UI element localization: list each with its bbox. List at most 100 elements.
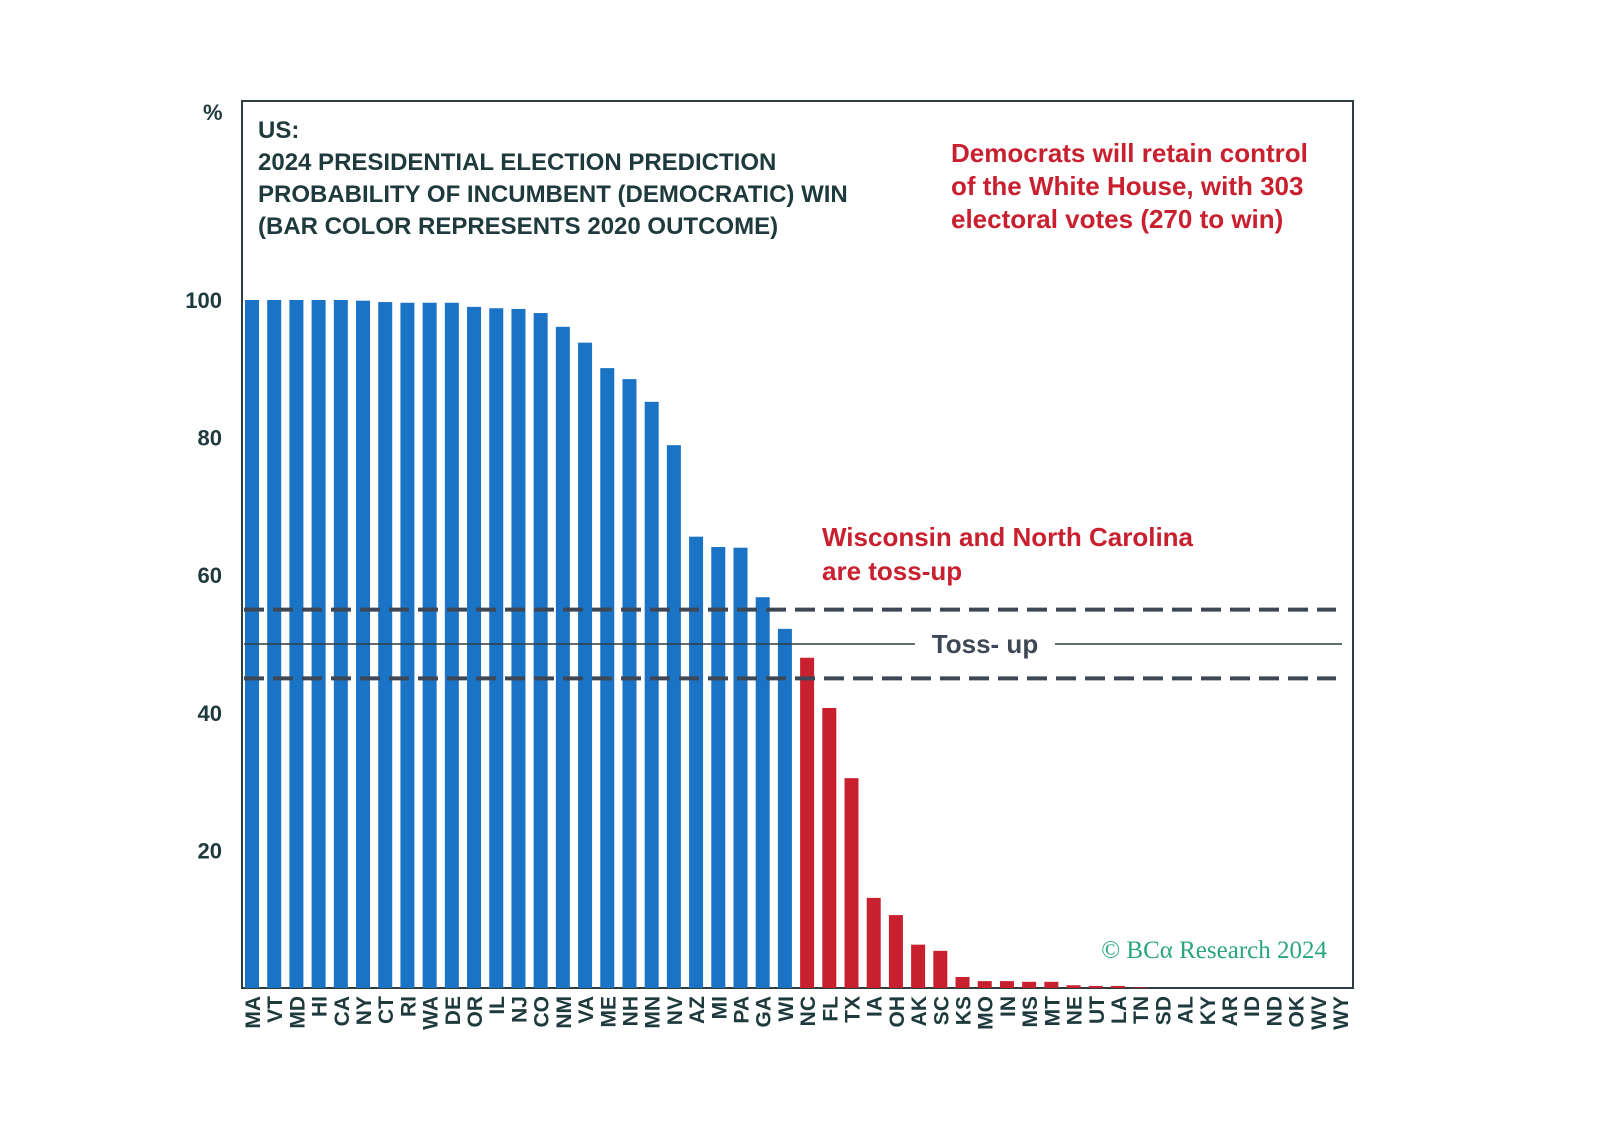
copyright-notice: © BCα Research 2024 bbox=[1101, 937, 1327, 964]
annotation-line: electoral votes (270 to win) bbox=[951, 204, 1283, 234]
bar-va bbox=[578, 342, 593, 988]
x-tick-label: NJ bbox=[508, 996, 531, 1023]
title-line: US: bbox=[258, 117, 299, 144]
bar-ct bbox=[378, 302, 393, 989]
x-tick-label: OK bbox=[1286, 996, 1309, 1028]
x-tick-label: AZ bbox=[686, 996, 709, 1024]
bar-or bbox=[467, 306, 482, 988]
bar-nv bbox=[666, 445, 681, 989]
x-tick-label: NC bbox=[797, 996, 820, 1026]
bar-in bbox=[999, 981, 1014, 988]
bar-fl bbox=[822, 707, 837, 988]
x-tick-label: CT bbox=[375, 996, 398, 1024]
x-tick-label: IA bbox=[864, 996, 887, 1017]
x-tick-label: MT bbox=[1041, 996, 1064, 1026]
y-tick-label: 60 bbox=[198, 563, 222, 588]
bar-tx bbox=[844, 778, 859, 988]
x-tick-label: RI bbox=[397, 996, 420, 1017]
x-tick-label: FL bbox=[819, 996, 842, 1022]
x-tick-label: KY bbox=[1197, 996, 1220, 1025]
annotation-line: are toss-up bbox=[822, 556, 962, 586]
bar-il bbox=[489, 308, 504, 989]
bar-mt bbox=[1044, 981, 1059, 988]
x-tick-label: MA bbox=[242, 996, 265, 1029]
x-tick-label: NH bbox=[619, 996, 642, 1026]
bar-sc bbox=[933, 950, 948, 988]
bar-ri bbox=[400, 302, 415, 988]
x-tick-label: ME bbox=[597, 996, 620, 1028]
x-tick-label: HI bbox=[309, 996, 332, 1017]
title-line: PROBABILITY OF INCUMBENT (DEMOCRATIC) WI… bbox=[258, 181, 848, 208]
x-tick-label: WV bbox=[1308, 996, 1331, 1030]
annotation-toss-up-states: Wisconsin and North Carolina are toss-up bbox=[822, 522, 1194, 586]
x-tick-label: PA bbox=[730, 996, 753, 1024]
plot-frame bbox=[241, 100, 1354, 989]
bar-oh bbox=[888, 915, 903, 988]
bar-mo bbox=[977, 981, 992, 988]
bar-tn bbox=[1133, 987, 1148, 988]
x-tick-label: UT bbox=[1086, 996, 1109, 1024]
x-tick-label: NY bbox=[353, 996, 376, 1025]
bar-mn bbox=[644, 401, 659, 989]
x-tick-label: CA bbox=[331, 996, 354, 1026]
chart-title: US: 2024 PRESIDENTIAL ELECTION PREDICTIO… bbox=[258, 117, 848, 240]
bar-de bbox=[444, 302, 459, 988]
x-tick-label: LA bbox=[1108, 996, 1131, 1024]
x-tick-label: VT bbox=[264, 996, 287, 1023]
x-tick-label: SC bbox=[930, 996, 953, 1025]
x-tick-label: WI bbox=[775, 996, 798, 1022]
x-tick-label: SD bbox=[1152, 996, 1175, 1025]
bar-co bbox=[533, 313, 548, 988]
x-tick-label: NE bbox=[1064, 996, 1087, 1025]
bar-nm bbox=[555, 326, 570, 988]
bar-wi bbox=[777, 628, 792, 988]
x-tick-label: AK bbox=[908, 996, 931, 1026]
bar-ms bbox=[1022, 981, 1037, 988]
annotation-line: of the White House, with 303 bbox=[951, 171, 1303, 201]
x-tick-label: ID bbox=[1241, 996, 1264, 1017]
x-tick-label: NV bbox=[664, 996, 687, 1025]
x-tick-label: MS bbox=[1019, 996, 1042, 1028]
bar-la bbox=[1110, 985, 1125, 988]
x-tick-label: AR bbox=[1219, 996, 1242, 1026]
x-tick-label: MD bbox=[286, 996, 309, 1029]
x-tick-label: WY bbox=[1330, 996, 1353, 1030]
x-tick-label: DE bbox=[442, 996, 465, 1025]
bar-az bbox=[689, 536, 704, 988]
x-tick-label: TX bbox=[842, 996, 865, 1023]
annotation-line: Democrats will retain control bbox=[951, 138, 1308, 168]
bar-nh bbox=[622, 379, 637, 988]
bar-ut bbox=[1088, 985, 1103, 988]
x-tick-label: MI bbox=[708, 996, 731, 1019]
x-tick-label: OH bbox=[886, 996, 909, 1028]
x-tick-label: OR bbox=[464, 996, 487, 1028]
bar-ga bbox=[755, 597, 770, 988]
bar-pa bbox=[733, 547, 748, 988]
x-tick-label: GA bbox=[753, 996, 776, 1028]
bar-ia bbox=[866, 897, 881, 988]
bar-ne bbox=[1066, 985, 1081, 988]
bar-ak bbox=[911, 944, 926, 988]
title-line: (BAR COLOR REPRESENTS 2020 OUTCOME) bbox=[258, 213, 778, 240]
annotation-line: Wisconsin and North Carolina bbox=[822, 522, 1194, 552]
y-tick-label: 20 bbox=[198, 838, 222, 863]
x-tick-label: MO bbox=[975, 996, 998, 1030]
x-tick-label: AL bbox=[1175, 996, 1198, 1024]
x-tick-label: IL bbox=[486, 996, 509, 1015]
bar-ks bbox=[955, 976, 970, 988]
x-tick-label: VA bbox=[575, 996, 598, 1024]
x-tick-label: IN bbox=[997, 996, 1020, 1017]
x-tick-label: WA bbox=[420, 996, 443, 1030]
bar-nj bbox=[511, 308, 526, 989]
x-tick-label: TN bbox=[1130, 996, 1153, 1024]
title-line: 2024 PRESIDENTIAL ELECTION PREDICTION bbox=[258, 149, 776, 176]
bar-mi bbox=[711, 546, 726, 988]
y-tick-label: 40 bbox=[198, 701, 222, 726]
x-tick-label: CO bbox=[531, 996, 554, 1028]
y-axis-unit: % bbox=[203, 100, 223, 125]
x-tick-label: ND bbox=[1263, 996, 1286, 1026]
y-tick-label: 100 bbox=[185, 288, 222, 313]
bar-nc bbox=[800, 657, 815, 988]
x-tick-label: MN bbox=[642, 996, 665, 1029]
